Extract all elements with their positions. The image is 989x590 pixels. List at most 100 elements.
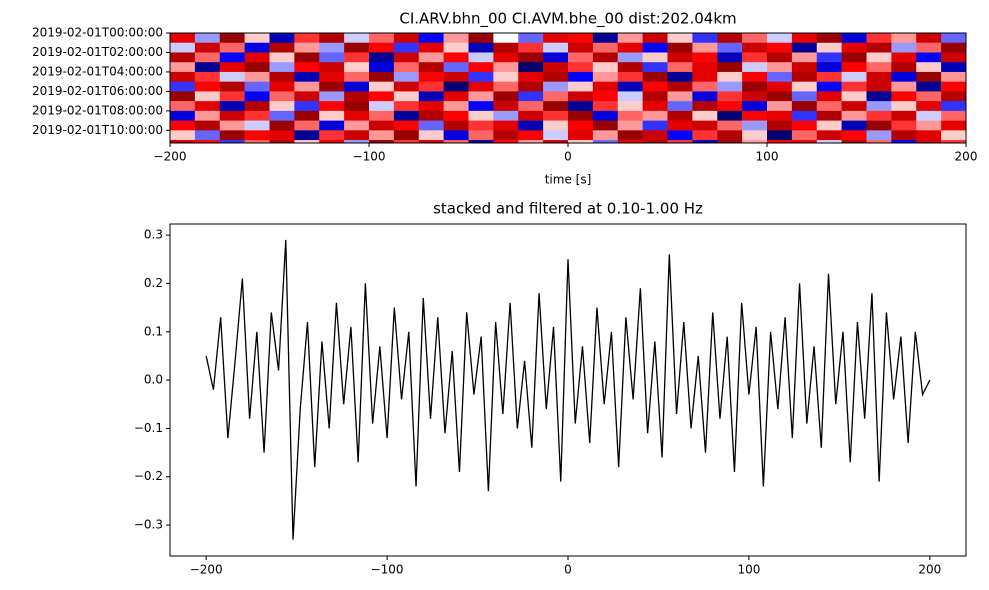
- heatmap-cell: [269, 140, 295, 143]
- heatmap-cell: [941, 130, 966, 141]
- heatmap-cell: [319, 91, 345, 102]
- heatmap-cell: [319, 62, 345, 73]
- x-tick-label: 200: [918, 563, 941, 577]
- heatmap-cell: [692, 101, 718, 112]
- y-tick-label: 2019-02-01T08:00:00: [32, 103, 163, 117]
- heatmap-cell: [866, 42, 892, 53]
- heatmap-cell: [344, 101, 370, 112]
- heatmap-cell: [493, 140, 519, 143]
- heatmap-cell: [369, 71, 395, 82]
- heatmap-cell: [916, 130, 942, 141]
- heatmap-cell: [344, 42, 370, 53]
- heatmap-cell: [344, 33, 370, 44]
- heatmap-cell: [194, 52, 221, 63]
- heatmap-cell: [717, 42, 743, 53]
- heatmap-cell: [443, 33, 469, 44]
- heatmap-cell: [344, 140, 370, 143]
- heatmap-cell: [269, 110, 295, 121]
- heatmap-cell: [816, 130, 842, 141]
- heatmap-cell: [617, 33, 643, 44]
- heatmap-cell: [244, 33, 270, 44]
- heatmap-cell: [742, 120, 768, 131]
- heatmap-cell: [493, 62, 519, 73]
- heatmap-cell: [518, 62, 544, 73]
- heatmap-cell: [344, 110, 370, 121]
- heatmap-cell: [791, 33, 818, 44]
- heatmap-cell: [941, 101, 966, 112]
- heatmap-cell: [767, 101, 793, 112]
- heatmap-cell: [816, 71, 842, 82]
- heatmap-cell: [642, 130, 668, 141]
- heatmap-cell: [170, 33, 196, 44]
- heatmap-cell: [344, 120, 370, 131]
- heatmap-cell: [518, 130, 544, 141]
- heatmap-cell: [443, 110, 469, 121]
- heatmap-cell: [916, 140, 942, 143]
- heatmap-cell: [841, 52, 867, 63]
- heatmap-cell: [443, 52, 469, 63]
- heatmap-cell: [443, 62, 469, 73]
- heatmap-cell: [344, 62, 370, 73]
- heatmap-cell: [219, 62, 245, 73]
- heatmap-cell: [742, 140, 768, 143]
- heatmap-cell: [717, 52, 743, 63]
- y-tick-label: 0.3: [144, 228, 163, 242]
- heatmap-cell: [941, 120, 966, 131]
- heatmap-cell: [816, 62, 842, 73]
- heatmap-cell: [841, 140, 867, 143]
- heatmap-cell: [393, 101, 420, 112]
- heatmap-cell: [791, 52, 818, 63]
- heatmap-cell: [418, 101, 444, 112]
- heatmap-cell: [617, 120, 643, 131]
- heatmap-cell: [418, 52, 444, 63]
- heatmap-cell: [369, 101, 395, 112]
- heatmap-cell: [493, 71, 519, 82]
- heatmap-cell: [916, 120, 942, 131]
- heatmap-cell: [592, 42, 619, 53]
- heatmap-cell: [742, 81, 768, 92]
- heatmap-cell: [369, 130, 395, 141]
- heatmap-cell: [742, 42, 768, 53]
- heatmap-cell: [791, 120, 818, 131]
- heatmap-cell: [667, 110, 693, 121]
- heatmap-cell: [717, 140, 743, 143]
- heatmap-cell: [667, 52, 693, 63]
- heatmap-cell: [219, 42, 245, 53]
- heatmap-cell: [294, 52, 320, 63]
- heatmap-cell: [816, 110, 842, 121]
- heatmap-cell: [717, 101, 743, 112]
- y-tick-label: 0.1: [144, 324, 163, 338]
- heatmap-cell: [592, 101, 619, 112]
- heatmap-cell: [866, 33, 892, 44]
- heatmap-cell: [941, 52, 966, 63]
- heatmap-cell: [543, 52, 569, 63]
- heatmap-cell: [866, 91, 892, 102]
- heatmap-cell: [443, 130, 469, 141]
- heatmap-cell: [418, 120, 444, 131]
- heatmap-cell: [443, 140, 469, 143]
- heatmap-cell: [916, 81, 942, 92]
- heatmap-cell: [592, 81, 619, 92]
- heatmap-cell: [692, 71, 718, 82]
- heatmap-cell: [468, 33, 494, 44]
- heatmap-cell: [543, 120, 569, 131]
- heatmap-cell: [468, 140, 494, 143]
- heatmap-cell: [194, 81, 221, 92]
- x-tick-label: 0: [564, 150, 572, 164]
- heatmap-cell: [518, 140, 544, 143]
- heatmap-cell: [941, 81, 966, 92]
- heatmap-cell: [692, 62, 718, 73]
- heatmap-cell: [717, 130, 743, 141]
- heatmap-cell: [642, 101, 668, 112]
- heatmap-cell: [294, 130, 320, 141]
- heatmap-cell: [468, 62, 494, 73]
- heatmap-cell: [767, 140, 793, 143]
- heatmap-cell: [543, 130, 569, 141]
- heatmap-cell: [841, 130, 867, 141]
- heatmap-cell: [692, 52, 718, 63]
- heatmap-cell: [816, 42, 842, 53]
- heatmap-cell: [717, 91, 743, 102]
- heatmap-cell: [767, 110, 793, 121]
